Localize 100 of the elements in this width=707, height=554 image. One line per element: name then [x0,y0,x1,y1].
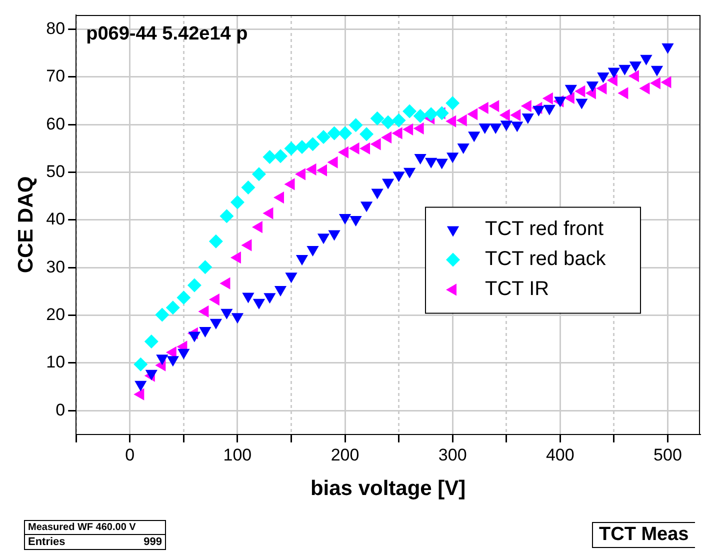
point [446,96,460,110]
legend-label: TCT red back [485,248,607,270]
point [155,308,170,322]
point [306,246,319,256]
point [262,207,274,220]
point [230,195,244,210]
point [402,104,417,118]
point [543,104,556,116]
point [350,216,362,226]
point [145,370,158,380]
y-tick-label: 10 [46,352,66,372]
x-tick-label: 100 [223,445,252,464]
point [532,106,545,116]
point [490,124,502,134]
x-tick-label: 0 [125,445,135,464]
point [478,102,488,114]
point [360,142,370,155]
point [210,318,222,330]
point [316,130,331,144]
x-tick-label: 400 [546,445,574,464]
point [296,255,308,266]
point [628,70,639,82]
point [382,178,394,190]
point [606,74,618,86]
point [273,149,288,164]
point [178,348,190,360]
point [284,178,295,190]
point [338,146,349,158]
point [295,140,309,154]
y-tick-label: 30 [46,257,66,276]
point [414,154,426,164]
text: 999 [144,536,162,548]
point [317,234,330,244]
point [166,356,179,367]
point [660,76,672,88]
point [241,239,252,252]
point [144,334,158,348]
point [348,118,363,132]
x-tick-label: 200 [330,445,360,464]
point [381,131,392,144]
point [522,113,534,124]
y-tick-label: 60 [46,114,66,134]
y-tick-label: 50 [46,162,66,181]
point [328,230,340,241]
point [456,114,467,126]
text: Measured WF 460.00 V [25,521,165,535]
point [262,150,277,164]
point [424,107,438,122]
text: TCT Meas [592,522,695,548]
text: Entries [28,536,66,548]
point [499,109,510,122]
point [327,126,342,140]
x-tick-label: 500 [654,445,682,464]
point [360,127,374,142]
point [252,298,266,310]
point [510,109,521,122]
point [425,158,438,168]
point [434,106,449,120]
point [348,142,360,155]
point [370,111,384,126]
point [187,278,202,292]
point [338,214,352,225]
point [264,293,276,304]
point [596,82,607,94]
point [402,123,414,136]
point [208,234,223,248]
point [199,327,212,338]
point [134,380,147,392]
point [242,292,254,304]
y-tick-label: 20 [46,304,66,324]
point [198,260,212,274]
point [231,313,244,324]
point [392,113,406,128]
legend-label: TCT red front [485,218,604,240]
point [176,290,191,305]
point [554,96,566,108]
point [274,286,287,297]
point [338,126,352,140]
point [327,156,338,168]
point [284,141,298,156]
point [360,202,373,212]
y-tick-label: 70 [46,66,66,86]
point [564,84,577,96]
y-tick-label: 0 [56,400,66,420]
point [371,188,384,200]
point [241,180,256,195]
point [413,109,428,124]
point [220,308,233,320]
point [295,168,306,180]
point [650,77,660,90]
point [381,115,396,130]
point [252,167,266,182]
point [574,85,586,98]
point [488,100,500,112]
y-tick-label: 80 [46,18,66,38]
point [413,122,424,134]
point [220,209,234,224]
point [436,158,448,170]
point [564,92,574,104]
point [188,332,200,342]
